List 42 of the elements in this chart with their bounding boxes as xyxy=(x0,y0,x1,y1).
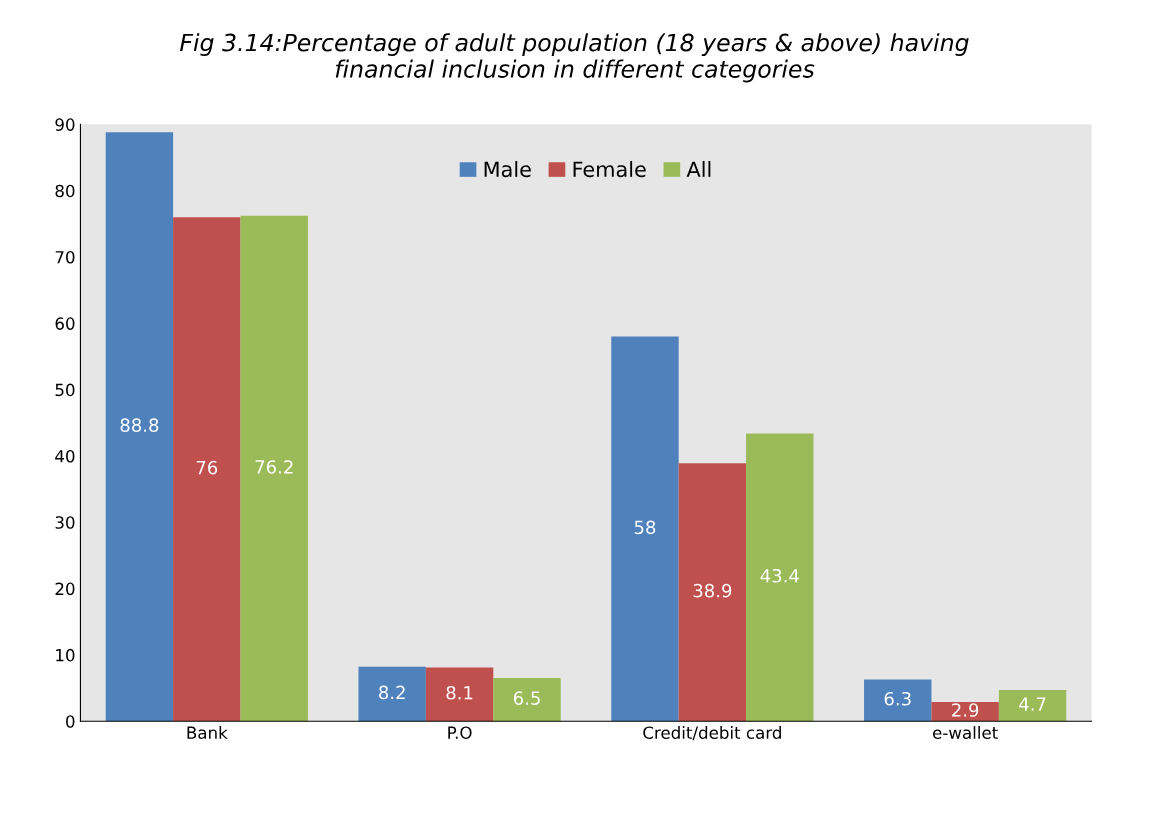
bar xyxy=(998,690,1067,722)
legend-label: All xyxy=(686,161,711,177)
bar xyxy=(493,678,561,722)
bar xyxy=(611,336,679,722)
bar xyxy=(425,667,494,722)
y-tick-label: 0 xyxy=(66,715,75,728)
legend-label: Female xyxy=(573,161,646,178)
bar xyxy=(931,702,999,722)
bar xyxy=(105,132,174,722)
bar xyxy=(358,666,426,722)
data-label: 8.1 xyxy=(446,685,473,700)
y-tick-label: 70 xyxy=(55,250,75,264)
legend-label: Male xyxy=(484,161,531,178)
y-tick-label: 10 xyxy=(56,648,75,662)
x-tick-label: P.O xyxy=(448,726,472,739)
chart-title: Fig 3.14:Percentage of adult population (18 years & above) having financial inclusion in different categories xyxy=(180,33,969,83)
bar xyxy=(678,463,747,722)
data-label: 6.5 xyxy=(513,691,540,705)
data-label: 43.4 xyxy=(760,568,799,583)
data-label: 8.2 xyxy=(379,685,405,700)
y-tick-label: 40 xyxy=(55,449,75,463)
y-tick-label: 80 xyxy=(55,184,75,198)
data-label: 76 xyxy=(196,460,218,475)
y-tick-label: 20 xyxy=(55,582,75,596)
y-tick-label: 50 xyxy=(55,383,75,397)
y-tick-label: 30 xyxy=(55,516,75,529)
data-label: 4.7 xyxy=(1019,697,1046,711)
x-tick-label: e-wallet xyxy=(933,726,998,739)
bar xyxy=(864,679,932,722)
bar xyxy=(240,215,308,722)
bar xyxy=(746,433,814,722)
bar xyxy=(173,217,241,722)
x-tick-label: Credit/debit card xyxy=(643,726,781,741)
data-label: 76.2 xyxy=(255,460,293,474)
data-label: 6.3 xyxy=(884,691,911,706)
data-label: 58 xyxy=(634,520,656,535)
x-tick-label: Bank xyxy=(187,726,228,739)
data-label: 38.9 xyxy=(693,583,732,598)
data-label: 2.9 xyxy=(952,703,979,717)
y-tick-label: 60 xyxy=(55,317,75,330)
y-tick-label: 90 xyxy=(55,118,75,131)
data-label: 88.8 xyxy=(120,418,159,433)
